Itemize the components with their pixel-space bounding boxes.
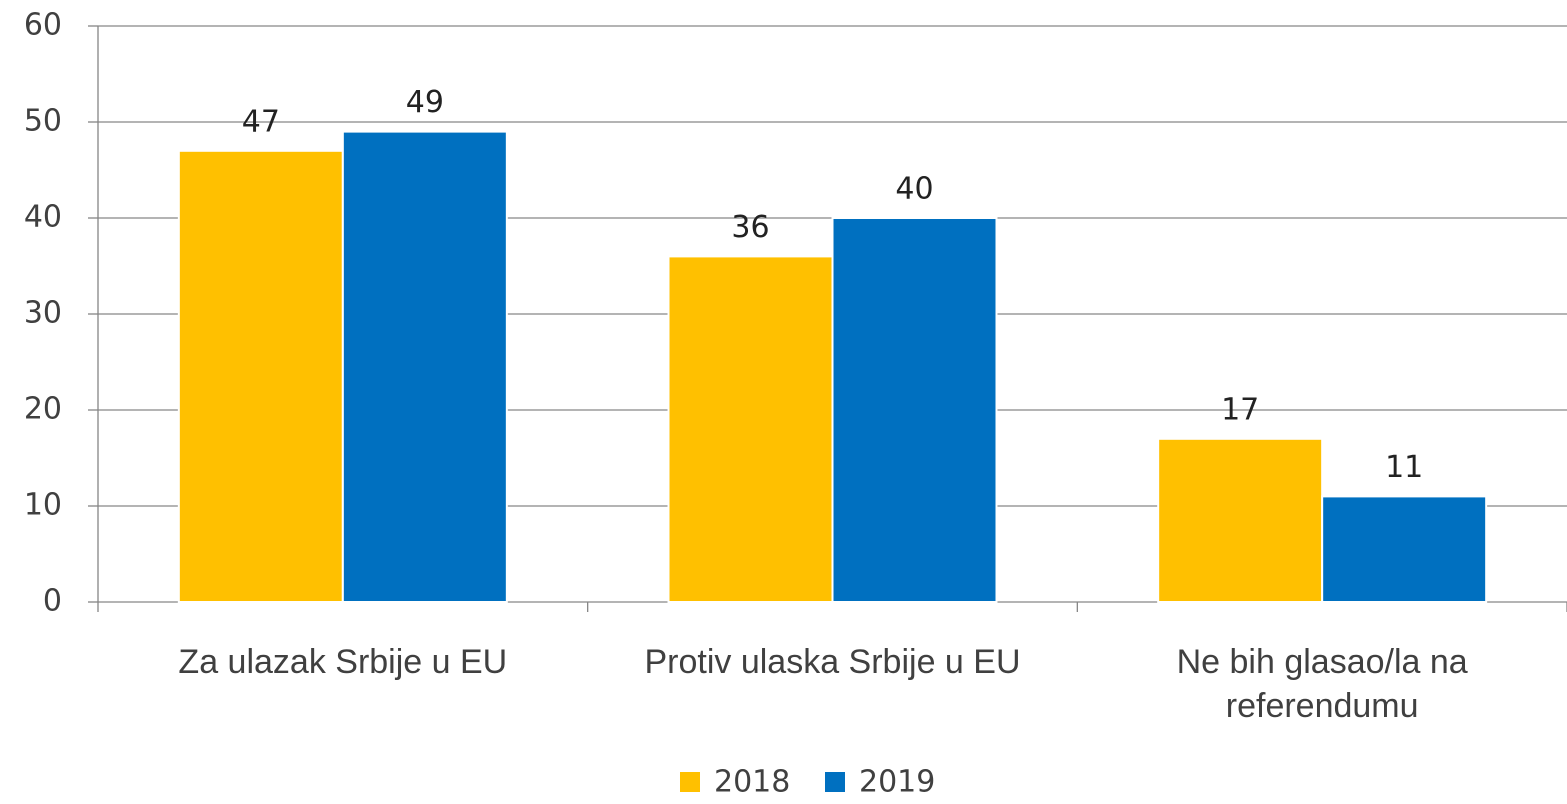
bar — [177, 149, 344, 604]
bar — [341, 130, 508, 603]
legend-swatch — [680, 772, 700, 792]
y-tick-label: 50 — [24, 104, 62, 139]
y-tick-label: 0 — [43, 584, 62, 619]
data-label: 11 — [1385, 450, 1423, 485]
y-tick-label: 30 — [24, 296, 62, 331]
data-label: 17 — [1221, 392, 1259, 427]
x-tick-label: Protiv ulaska Srbije u EU — [644, 643, 1021, 681]
y-tick-label: 40 — [24, 200, 62, 235]
y-tick-label: 60 — [24, 8, 62, 43]
legend-swatch — [825, 772, 845, 792]
bar — [831, 217, 998, 603]
bar — [1157, 437, 1324, 603]
y-tick-label: 10 — [24, 488, 62, 523]
data-label: 49 — [406, 85, 444, 120]
x-tick-label: Ne bih glasao/la na referendumu — [1176, 643, 1468, 725]
legend-label: 2019 — [859, 765, 935, 800]
x-tick-label: Za ulazak Srbije u EU — [178, 643, 508, 681]
data-label: 47 — [242, 104, 280, 139]
data-label: 40 — [895, 172, 933, 207]
data-label: 36 — [731, 210, 769, 245]
bar — [667, 255, 834, 603]
legend-label: 2018 — [714, 765, 790, 800]
bar — [1321, 495, 1488, 603]
y-tick-label: 20 — [24, 392, 62, 427]
